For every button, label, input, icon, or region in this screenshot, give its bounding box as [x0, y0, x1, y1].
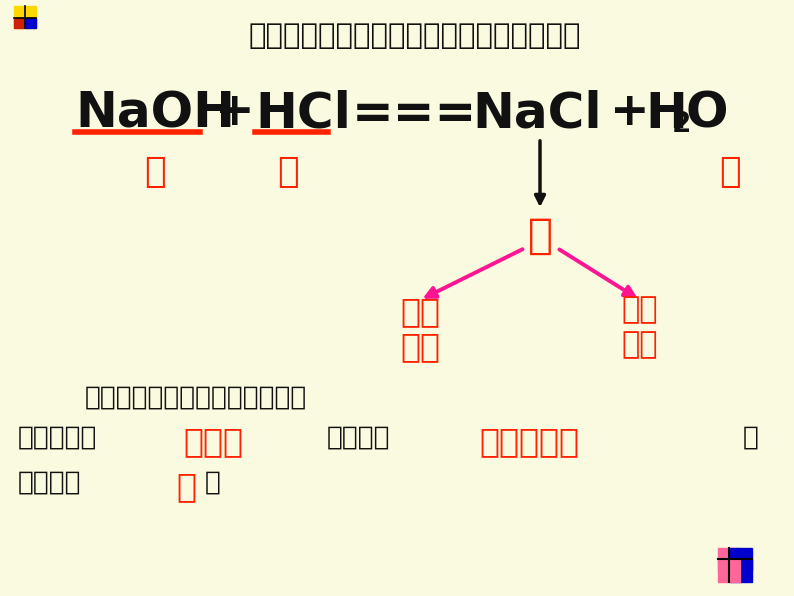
- Text: 酸溶液与碱溶液的反应实质上是: 酸溶液与碱溶液的反应实质上是: [85, 385, 307, 411]
- Text: 2: 2: [672, 110, 692, 138]
- Bar: [14, 18, 26, 28]
- Text: HCl: HCl: [255, 90, 351, 138]
- Text: +: +: [610, 90, 649, 135]
- Bar: [718, 560, 740, 582]
- Bar: [718, 548, 740, 570]
- Text: 离子: 离子: [622, 330, 658, 359]
- Text: 酸溶液中的: 酸溶液中的: [18, 425, 98, 451]
- Text: H: H: [645, 90, 687, 138]
- Bar: [14, 6, 36, 28]
- Text: 金属: 金属: [400, 295, 440, 328]
- Text: 合生成了: 合生成了: [18, 470, 82, 496]
- Text: 离子: 离子: [400, 330, 440, 363]
- Text: 酸: 酸: [277, 155, 299, 189]
- Text: O: O: [685, 90, 727, 138]
- Bar: [26, 18, 36, 28]
- Text: NaOH: NaOH: [75, 90, 235, 138]
- Text: 氢氧化钠（碱）和稀盐酸（酸）发生的反应: 氢氧化钠（碱）和稀盐酸（酸）发生的反应: [249, 22, 581, 50]
- Text: 盐: 盐: [527, 215, 553, 257]
- Text: 碱: 碱: [145, 155, 166, 189]
- Bar: [730, 548, 752, 570]
- Text: ===: ===: [352, 90, 477, 138]
- Text: 氢氧根离子: 氢氧根离子: [479, 425, 579, 458]
- Bar: [730, 560, 752, 582]
- Text: 水: 水: [176, 470, 196, 503]
- Text: +: +: [215, 90, 255, 135]
- Text: 结: 结: [743, 425, 759, 451]
- Text: 酸根: 酸根: [622, 295, 658, 324]
- Text: 水: 水: [719, 155, 741, 189]
- Text: 与碱中的: 与碱中的: [327, 425, 391, 451]
- Text: 氢离子: 氢离子: [183, 425, 243, 458]
- Text: 。: 。: [205, 470, 221, 496]
- Text: NaCl: NaCl: [472, 90, 602, 138]
